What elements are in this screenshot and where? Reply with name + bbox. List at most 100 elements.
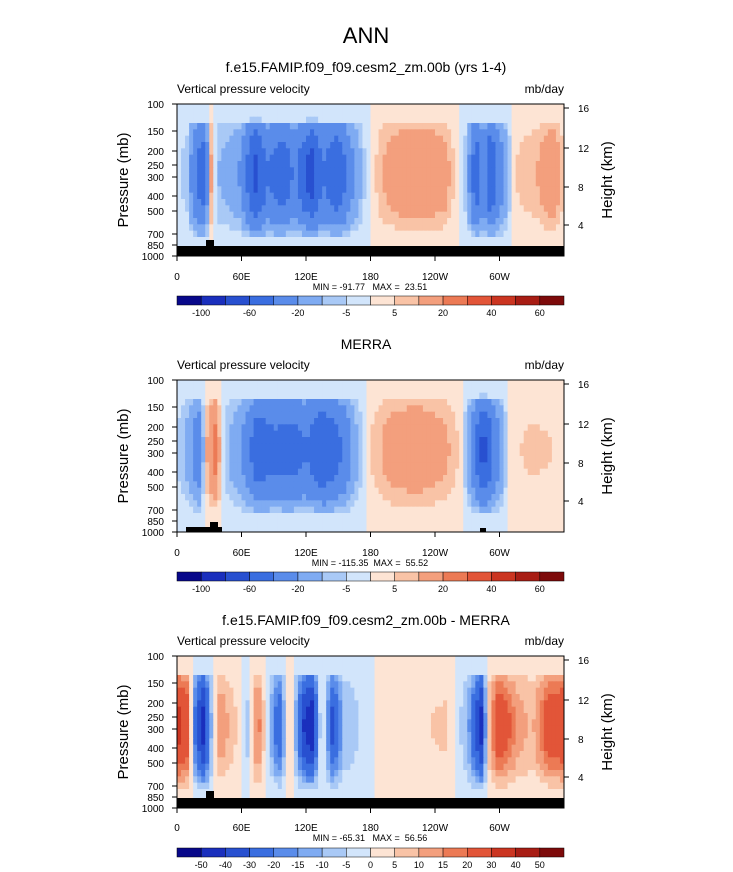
- contour-cell: [382, 424, 388, 432]
- contour-cell: [459, 456, 464, 463]
- contour-cell: [459, 211, 464, 219]
- contour-cell: [301, 475, 307, 482]
- contour-cell: [334, 475, 339, 482]
- contour-cell: [378, 462, 384, 470]
- contour-cell: [326, 180, 331, 187]
- contour-cell: [414, 405, 420, 413]
- contour-cell: [418, 443, 424, 451]
- contour-cell: [422, 205, 428, 213]
- contour-cell: [310, 525, 315, 532]
- contour-cell: [515, 142, 521, 149]
- contour-cell: [322, 418, 327, 425]
- contour-cell: [463, 173, 468, 181]
- contour-cell: [491, 237, 497, 244]
- contour-cell: [398, 129, 404, 137]
- contour-cell: [350, 110, 355, 118]
- contour-cell: [467, 456, 472, 463]
- contour-cell: [487, 142, 493, 149]
- contour-cell: [350, 205, 355, 213]
- contour-cell: [342, 380, 347, 387]
- contour-cell: [297, 487, 303, 495]
- contour-cell: [418, 230, 424, 238]
- contour-cell: [410, 167, 416, 175]
- contour-cell: [301, 148, 307, 156]
- contour-cell: [414, 211, 420, 219]
- contour-cell: [193, 424, 198, 432]
- contour-cell: [430, 224, 436, 232]
- contour-cell: [539, 405, 545, 413]
- contour-cell: [366, 199, 372, 206]
- contour-cell: [374, 668, 380, 676]
- contour-cell: [487, 116, 493, 124]
- contour-cell: [201, 167, 206, 175]
- contour-cell: [479, 161, 484, 168]
- contour-cell: [507, 443, 513, 451]
- contour-cell: [334, 494, 339, 501]
- contour-cell: [499, 519, 505, 527]
- contour-cell: [366, 399, 372, 406]
- contour-cell: [293, 135, 299, 143]
- contour-cell: [265, 475, 271, 482]
- contour-cell: [535, 468, 541, 476]
- contour-cell: [201, 218, 206, 225]
- contour-cell: [181, 173, 186, 181]
- contour-cell: [455, 475, 460, 482]
- contour-cell: [277, 224, 283, 232]
- contour-cell: [306, 116, 311, 124]
- contour-cell: [189, 513, 194, 520]
- contour-cell: [310, 519, 315, 527]
- contour-cell: [358, 116, 364, 124]
- contour-cell: [281, 437, 287, 444]
- contour-cell: [455, 481, 460, 489]
- contour-cell: [217, 399, 222, 406]
- contour-cell: [346, 424, 351, 432]
- contour-cell: [326, 519, 331, 527]
- contour-cell: [519, 154, 525, 162]
- contour-cell: [289, 199, 295, 206]
- contour-cell: [551, 475, 557, 482]
- contour-cell: [491, 475, 497, 482]
- contour-cell: [257, 481, 263, 489]
- contour-cell: [422, 142, 428, 149]
- contour-cell: [261, 456, 267, 463]
- contour-cell: [269, 494, 275, 501]
- contour-cell: [523, 224, 529, 232]
- contour-cell: [499, 104, 505, 111]
- contour-cell: [535, 148, 541, 156]
- contour-cell: [350, 392, 355, 400]
- contour-cell: [330, 449, 335, 457]
- contour-cell: [386, 199, 392, 206]
- contour-cell: [382, 180, 388, 187]
- contour-cell: [551, 135, 557, 143]
- contour-cell: [265, 424, 271, 432]
- contour-cell: [334, 237, 339, 244]
- contour-cell: [289, 135, 295, 143]
- colorbar-label: -20: [291, 584, 304, 594]
- contour-cell: [293, 167, 299, 175]
- contour-cell: [342, 161, 347, 168]
- contour-cell: [426, 430, 432, 438]
- contour-cell: [398, 399, 404, 406]
- contour-cell: [322, 399, 327, 406]
- contour-cell: [503, 662, 509, 670]
- contour-cell: [197, 392, 202, 400]
- contour-cell: [527, 224, 533, 232]
- contour-cell: [527, 142, 533, 149]
- contour-cell: [551, 468, 557, 476]
- contour-cell: [398, 456, 404, 463]
- contour-cell: [318, 513, 323, 520]
- contour-cell: [209, 405, 214, 413]
- contour-cell: [378, 237, 384, 244]
- contour-cell: [406, 154, 412, 162]
- contour-cell: [318, 224, 323, 232]
- contour-cell: [402, 186, 408, 194]
- contour-cell: [370, 386, 376, 394]
- contour-cell: [354, 405, 360, 413]
- contour-cell: [394, 500, 400, 508]
- contour-cell: [249, 192, 255, 200]
- contour-cell: [443, 392, 448, 400]
- contour-cell: [435, 218, 440, 225]
- contour-cell: [217, 205, 222, 213]
- contour-cell: [531, 123, 537, 130]
- contour-cell: [479, 142, 484, 149]
